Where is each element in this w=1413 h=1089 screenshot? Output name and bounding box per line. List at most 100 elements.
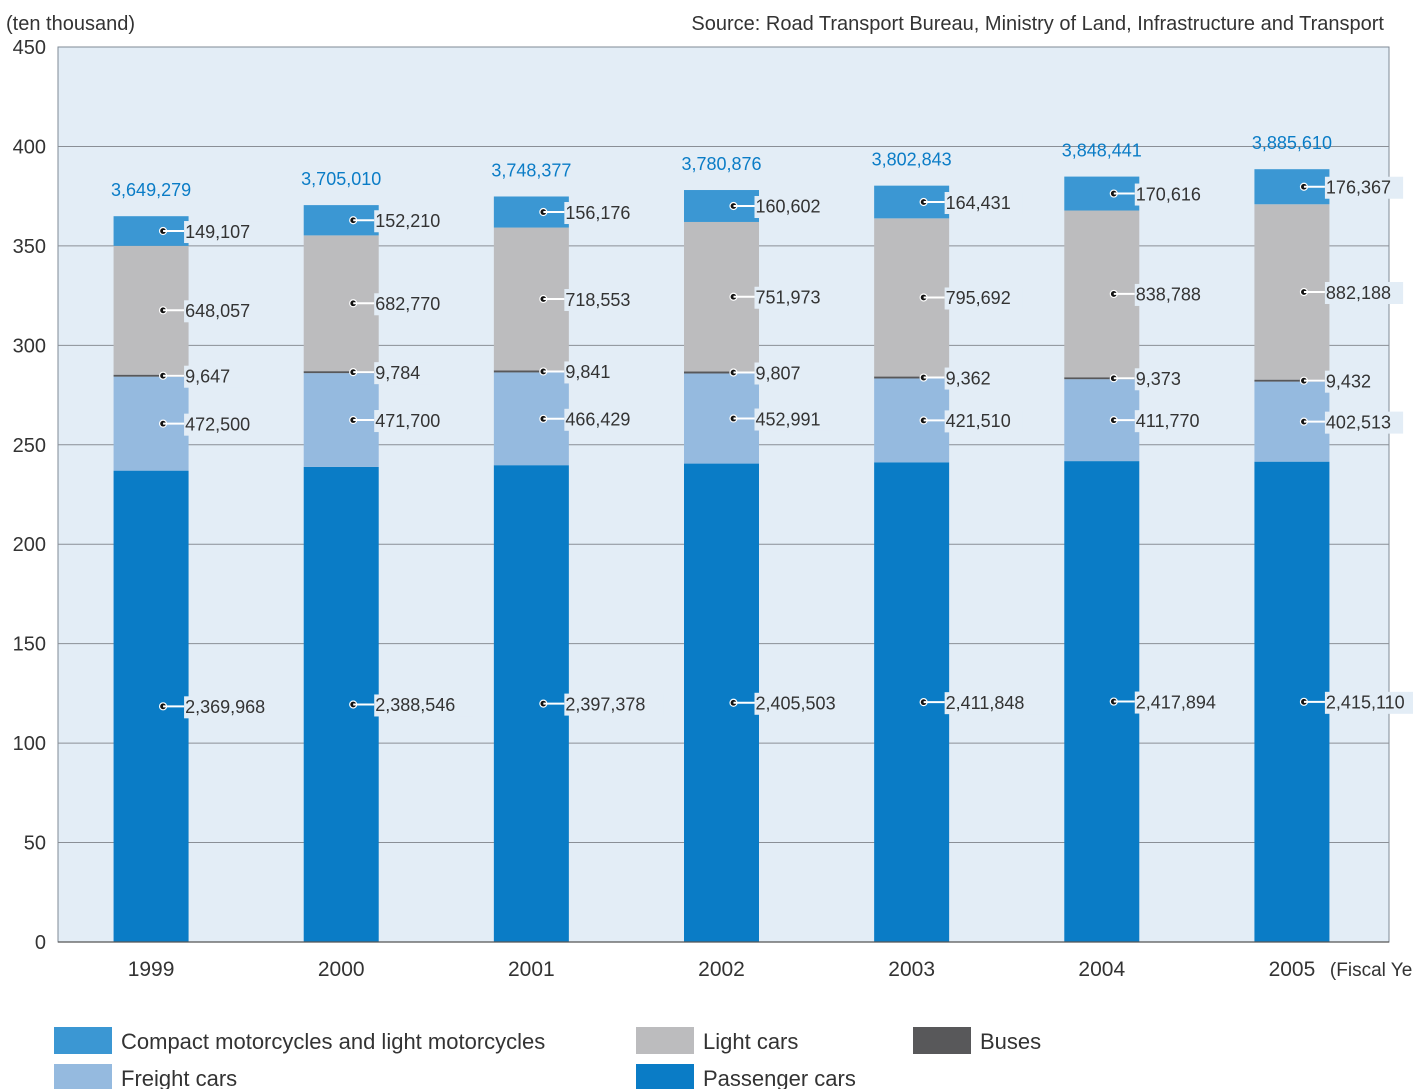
label-background <box>374 293 453 316</box>
data-label: 9,373 <box>1136 369 1181 389</box>
data-label: 9,647 <box>185 366 230 386</box>
data-label: 160,602 <box>756 197 821 217</box>
data-label: 9,362 <box>946 368 991 388</box>
axes: 0 50 100 150 200 250 300 350 400 450 1999 2000 2001 2… <box>13 37 1413 981</box>
data-label: 411,770 <box>1136 411 1200 431</box>
label-background <box>374 410 453 433</box>
data-label: 751,973 <box>756 287 821 307</box>
y-tick-label: 400 <box>13 136 46 158</box>
data-label: 2,417,894 <box>1136 692 1216 712</box>
bar-segment <box>1064 377 1140 380</box>
label-background <box>1324 691 1413 714</box>
x-tick-label: 2000 <box>318 958 365 981</box>
label-background <box>184 413 263 436</box>
legend-label: Passenger cars <box>703 1066 856 1089</box>
y-tick-label: 250 <box>13 435 46 457</box>
y-tick-label: 300 <box>13 335 46 357</box>
y-tick-label: 200 <box>13 534 46 556</box>
label-background <box>564 202 643 225</box>
data-label: 421,510 <box>946 411 1011 431</box>
label-background <box>184 696 284 719</box>
data-labels: 2,369,968 472,500 9,647 648,057 149,107 3,649… <box>111 133 1413 719</box>
data-label: 471,700 <box>375 411 440 431</box>
label-background <box>754 195 833 218</box>
bar-segment <box>874 376 950 379</box>
bar-segment <box>303 371 379 374</box>
y-tick-label: 450 <box>13 37 46 59</box>
data-label: 648,057 <box>185 301 250 321</box>
label-background <box>374 694 474 717</box>
label-background <box>944 287 1023 310</box>
data-label: 152,210 <box>375 211 440 231</box>
label-background <box>1134 691 1235 714</box>
label-background <box>754 692 854 715</box>
legend-swatch <box>54 1027 112 1054</box>
label-background <box>564 289 643 312</box>
label-background <box>564 361 622 384</box>
data-label: 838,788 <box>1136 285 1201 305</box>
data-label: 2,397,378 <box>565 694 645 714</box>
x-tick-label: 2004 <box>1078 958 1125 981</box>
label-background <box>1134 283 1213 306</box>
bar-segment <box>113 374 189 377</box>
y-tick-label: 150 <box>13 634 46 656</box>
total-label: 3,649,279 <box>111 180 191 200</box>
legend: Compact motorcycles and light motorcycle… <box>54 1027 1041 1089</box>
label-background <box>1134 183 1213 206</box>
label-background <box>1134 368 1192 391</box>
x-tick-label: 1999 <box>128 958 175 981</box>
x-tick-label: 2002 <box>698 958 745 981</box>
label-background <box>1324 282 1404 305</box>
x-tick-label: 2005 <box>1269 958 1316 981</box>
data-label: 164,431 <box>946 193 1011 213</box>
label-background <box>944 192 1023 215</box>
legend-label: Buses <box>980 1029 1041 1054</box>
data-label: 9,841 <box>565 362 610 382</box>
label-background <box>564 408 643 431</box>
total-label: 3,705,010 <box>301 169 381 189</box>
total-label: 3,748,377 <box>491 160 571 180</box>
legend-label: Compact motorcycles and light motorcycle… <box>121 1029 545 1054</box>
y-tick-label: 50 <box>24 833 46 855</box>
y-tick-label: 100 <box>13 733 46 755</box>
x-tick-label: 2001 <box>508 958 555 981</box>
total-label: 3,802,843 <box>872 150 952 170</box>
label-background <box>1324 411 1404 434</box>
label-background <box>1324 370 1382 393</box>
data-label: 9,784 <box>375 363 420 383</box>
y-tick-label: 350 <box>13 236 46 258</box>
label-background <box>374 210 453 233</box>
label-background <box>944 410 1023 433</box>
data-label: 472,500 <box>185 414 250 434</box>
data-label: 882,188 <box>1326 283 1391 303</box>
data-label: 682,770 <box>375 294 440 314</box>
bar-segment <box>1254 379 1330 382</box>
label-background <box>1324 176 1404 199</box>
label-background <box>184 221 263 244</box>
label-background <box>754 408 833 431</box>
label-background <box>754 286 833 309</box>
data-label: 718,553 <box>565 290 630 310</box>
bars <box>113 169 1330 942</box>
data-label: 170,616 <box>1136 184 1201 204</box>
total-label: 3,885,610 <box>1252 133 1332 153</box>
source-note: Source: Road Transport Bureau, Ministry … <box>691 13 1384 35</box>
data-label: 2,388,546 <box>375 695 455 715</box>
label-background <box>564 693 664 716</box>
label-background <box>944 692 1045 715</box>
legend-swatch <box>636 1027 694 1054</box>
label-background <box>944 367 1002 390</box>
total-label: 3,780,876 <box>681 154 761 174</box>
x-tick-label: 2003 <box>888 958 935 981</box>
data-label: 2,415,110 <box>1326 693 1405 713</box>
data-label: 2,405,503 <box>756 694 836 714</box>
label-background <box>184 365 242 388</box>
bar-segment <box>493 370 569 373</box>
x-axis-suffix: (Fiscal Year) <box>1330 960 1413 981</box>
label-background <box>1134 410 1213 433</box>
data-label: 2,411,848 <box>946 693 1025 713</box>
data-label: 9,807 <box>756 363 801 383</box>
label-background <box>374 362 432 385</box>
label-background <box>184 300 263 323</box>
y-tick-label: 0 <box>35 932 46 954</box>
